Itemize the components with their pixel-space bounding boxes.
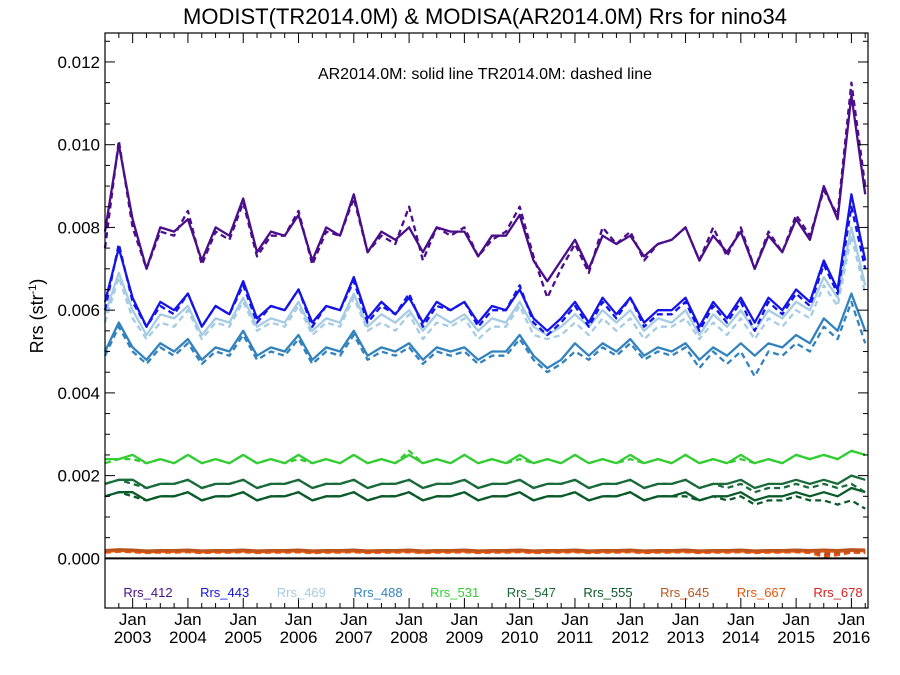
x-tick-label-year: 2007 bbox=[335, 628, 373, 647]
x-tick-label-year: 2005 bbox=[224, 628, 262, 647]
x-tick-label-month: Jan bbox=[727, 610, 754, 629]
legend-item-rrs-667: Rrs_667 bbox=[737, 585, 786, 600]
legend-item-rrs-645: Rrs_645 bbox=[660, 585, 709, 600]
x-tick-label-month: Jan bbox=[119, 610, 146, 629]
series-line-rrs-547-dashed bbox=[104, 478, 866, 494]
x-tick-label-month: Jan bbox=[451, 610, 478, 629]
y-axis-label: Rrs (str-1) bbox=[27, 279, 47, 354]
x-tick-label-year: 2015 bbox=[777, 628, 815, 647]
legend-item-rrs-412: Rrs_412 bbox=[123, 585, 172, 600]
x-tick-label-month: Jan bbox=[617, 610, 644, 629]
legend: Rrs_412 Rrs_443 Rrs_469 Rrs_488 Rrs_531 Rrs_5… bbox=[123, 585, 862, 600]
x-tick-label-month: Jan bbox=[561, 610, 588, 629]
y-axis-label-main: Rrs (str bbox=[27, 294, 47, 353]
series-line-rrs-488-dashed bbox=[103, 300, 867, 378]
series-line-rrs-469-solid bbox=[103, 226, 867, 337]
x-tick-label-year: 2013 bbox=[667, 628, 705, 647]
y-tick-label: 0.000 bbox=[57, 549, 100, 568]
x-tick-label-year: 2012 bbox=[611, 628, 649, 647]
x-tick-label-year: 2016 bbox=[832, 628, 870, 647]
x-tick-label-year: 2010 bbox=[501, 628, 539, 647]
x-tick-label-year: 2011 bbox=[557, 628, 594, 647]
x-tick-label-month: Jan bbox=[395, 610, 422, 629]
legend-item-rrs-443: Rrs_443 bbox=[200, 585, 249, 600]
y-tick-label: 0.008 bbox=[57, 218, 100, 237]
series-line-rrs-645-dashed bbox=[104, 548, 866, 555]
x-tick-label-year: 2003 bbox=[114, 628, 152, 647]
x-tick-label-month: Jan bbox=[230, 610, 257, 629]
legend-item-rrs-469: Rrs_469 bbox=[277, 585, 326, 600]
series-line-rrs-555-dashed bbox=[104, 491, 866, 510]
x-tick-label-year: 2004 bbox=[169, 628, 207, 647]
series-line-rrs-531-dashed bbox=[104, 449, 866, 465]
series-line-rrs-488-solid bbox=[103, 292, 867, 370]
axes: 0.0000.0020.0040.0060.0080.0100.012Jan20… bbox=[57, 32, 870, 647]
y-axis-label-close: ) bbox=[27, 279, 47, 285]
x-tick-label-year: 2014 bbox=[722, 628, 760, 647]
legend-item-rrs-678: Rrs_678 bbox=[813, 585, 862, 600]
series-line-rrs-412-dashed bbox=[103, 81, 867, 299]
x-tick-label-year: 2006 bbox=[280, 628, 318, 647]
x-tick-label-month: Jan bbox=[174, 610, 201, 629]
x-tick-label-month: Jan bbox=[782, 610, 809, 629]
x-tick-label-month: Jan bbox=[672, 610, 699, 629]
y-tick-label: 0.002 bbox=[57, 467, 100, 486]
legend-item-rrs-531: Rrs_531 bbox=[430, 585, 479, 600]
legend-item-rrs-547: Rrs_547 bbox=[507, 585, 556, 600]
chart-title: MODIST(TR2014.0M) & MODISA(AR2014.0M) Rr… bbox=[183, 4, 787, 29]
series-line-rrs-667-dashed bbox=[104, 550, 866, 558]
x-tick-label-year: 2009 bbox=[445, 628, 483, 647]
plot-frame bbox=[104, 32, 869, 609]
y-tick-label: 0.012 bbox=[57, 53, 100, 72]
chart-annotation: AR2014.0M: solid line TR2014.0M: dashed … bbox=[318, 66, 652, 83]
x-tick-label-year: 2008 bbox=[390, 628, 428, 647]
x-tick-label-month: Jan bbox=[340, 610, 367, 629]
y-axis-label-sup: -1 bbox=[27, 285, 39, 295]
series-line-rrs-412-solid bbox=[103, 93, 867, 283]
series-line-rrs-443-dashed bbox=[103, 205, 867, 337]
plot-lines bbox=[103, 81, 867, 558]
legend-item-rrs-488: Rrs_488 bbox=[353, 585, 402, 600]
y-tick-label: 0.006 bbox=[57, 301, 100, 320]
x-tick-label-month: Jan bbox=[838, 610, 865, 629]
y-tick-label: 0.010 bbox=[57, 136, 100, 155]
x-tick-label-month: Jan bbox=[506, 610, 533, 629]
y-tick-label: 0.004 bbox=[57, 384, 100, 403]
legend-item-rrs-555: Rrs_555 bbox=[583, 585, 632, 600]
x-tick-label-month: Jan bbox=[285, 610, 312, 629]
